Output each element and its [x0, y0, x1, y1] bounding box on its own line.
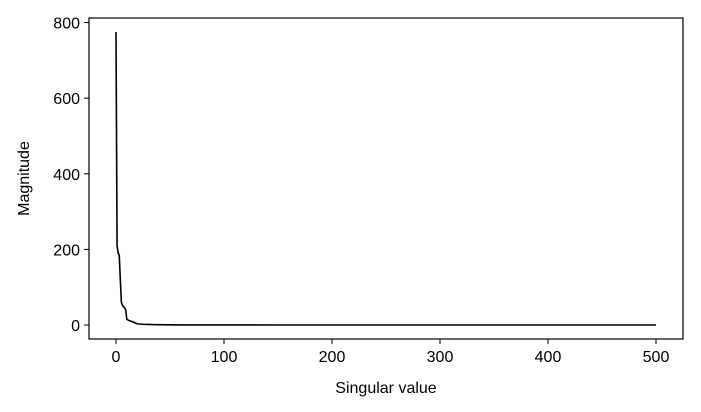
x-tick-label: 500 [643, 349, 670, 366]
x-tick-label: 100 [211, 349, 238, 366]
y-tick-label: 600 [53, 91, 80, 108]
plot-layer [115, 31, 656, 326]
x-tick-label: 200 [319, 349, 346, 366]
y-tick-label: 800 [53, 16, 80, 33]
y-tick-label: 400 [53, 167, 80, 184]
axes-layer: 0 100 200 300 400 500 0 200 400 600 800 [53, 16, 684, 366]
series-line-0 [115, 31, 656, 326]
y-tick-label: 200 [53, 242, 80, 259]
x-tick-label: 0 [112, 349, 121, 366]
y-tick-label: 0 [71, 318, 80, 335]
axes-frame [88, 17, 684, 340]
y-axis-label: Magnitude [16, 141, 33, 216]
x-axis-label: Singular value [335, 380, 437, 397]
x-tick-label: 300 [427, 349, 454, 366]
x-tick-label: 400 [535, 349, 562, 366]
